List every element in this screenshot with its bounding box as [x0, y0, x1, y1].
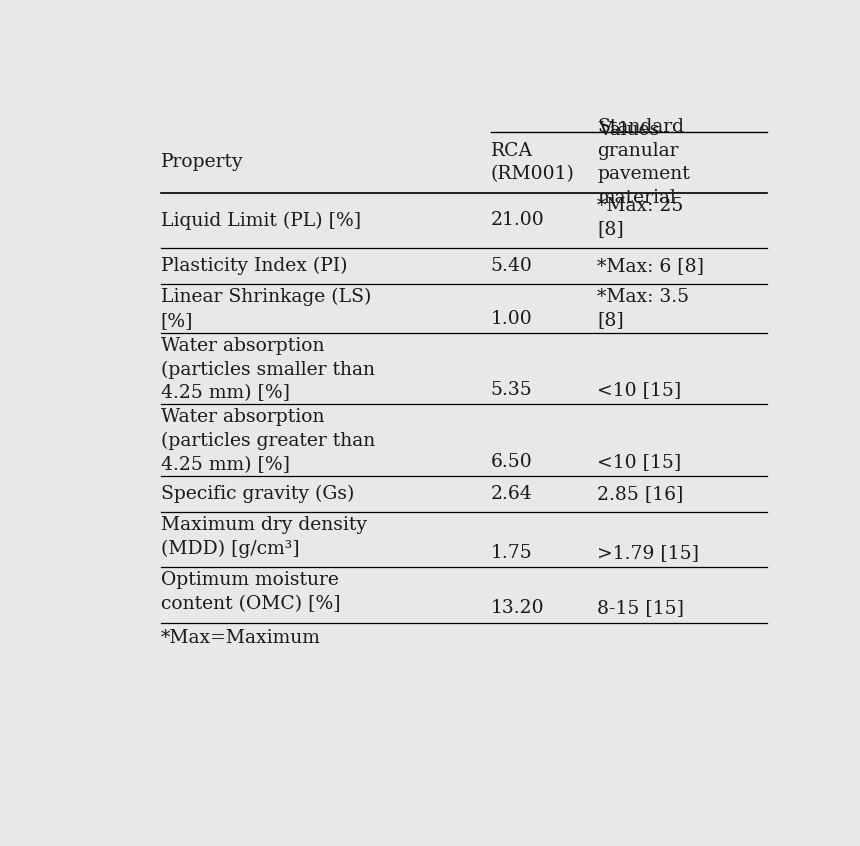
Text: Water absorption
(particles greater than
4.25 mm) [%]: Water absorption (particles greater than…	[161, 409, 375, 474]
Text: Plasticity Index (PI): Plasticity Index (PI)	[161, 257, 347, 275]
Text: 1.75: 1.75	[491, 544, 532, 562]
Text: 6.50: 6.50	[491, 453, 532, 471]
Text: Specific gravity (Gs): Specific gravity (Gs)	[161, 485, 354, 503]
Text: Optimum moisture
content (OMC) [%]: Optimum moisture content (OMC) [%]	[161, 571, 341, 613]
Text: 13.20: 13.20	[491, 600, 544, 618]
Text: 5.40: 5.40	[491, 257, 532, 275]
Text: 5.35: 5.35	[491, 382, 532, 399]
Text: Linear Shrinkage (LS)
[%]: Linear Shrinkage (LS) [%]	[161, 288, 372, 330]
Text: Maximum dry density
(MDD) [g/cm³]: Maximum dry density (MDD) [g/cm³]	[161, 516, 367, 558]
Text: Standard
granular
pavement
material: Standard granular pavement material	[598, 118, 690, 206]
Text: *Max: 3.5
[8]: *Max: 3.5 [8]	[598, 288, 690, 329]
Text: Liquid Limit (PL) [%]: Liquid Limit (PL) [%]	[161, 212, 361, 229]
Text: Property: Property	[161, 153, 243, 172]
Text: 21.00: 21.00	[491, 212, 544, 229]
Text: *Max: 25
[8]: *Max: 25 [8]	[598, 196, 684, 239]
Text: *Max: 6 [8]: *Max: 6 [8]	[598, 257, 704, 275]
Text: RCA
(RM001): RCA (RM001)	[491, 141, 574, 184]
Text: 8-15 [15]: 8-15 [15]	[598, 600, 685, 618]
Text: <10 [15]: <10 [15]	[598, 453, 682, 471]
Text: Water absorption
(particles smaller than
4.25 mm) [%]: Water absorption (particles smaller than…	[161, 337, 375, 402]
Text: *Max=Maximum: *Max=Maximum	[161, 629, 321, 647]
Text: 2.85 [16]: 2.85 [16]	[598, 485, 684, 503]
Text: 1.00: 1.00	[491, 310, 532, 327]
Text: >1.79 [15]: >1.79 [15]	[598, 544, 699, 562]
Text: 2.64: 2.64	[491, 485, 532, 503]
Text: Values: Values	[599, 121, 660, 139]
Text: <10 [15]: <10 [15]	[598, 382, 682, 399]
